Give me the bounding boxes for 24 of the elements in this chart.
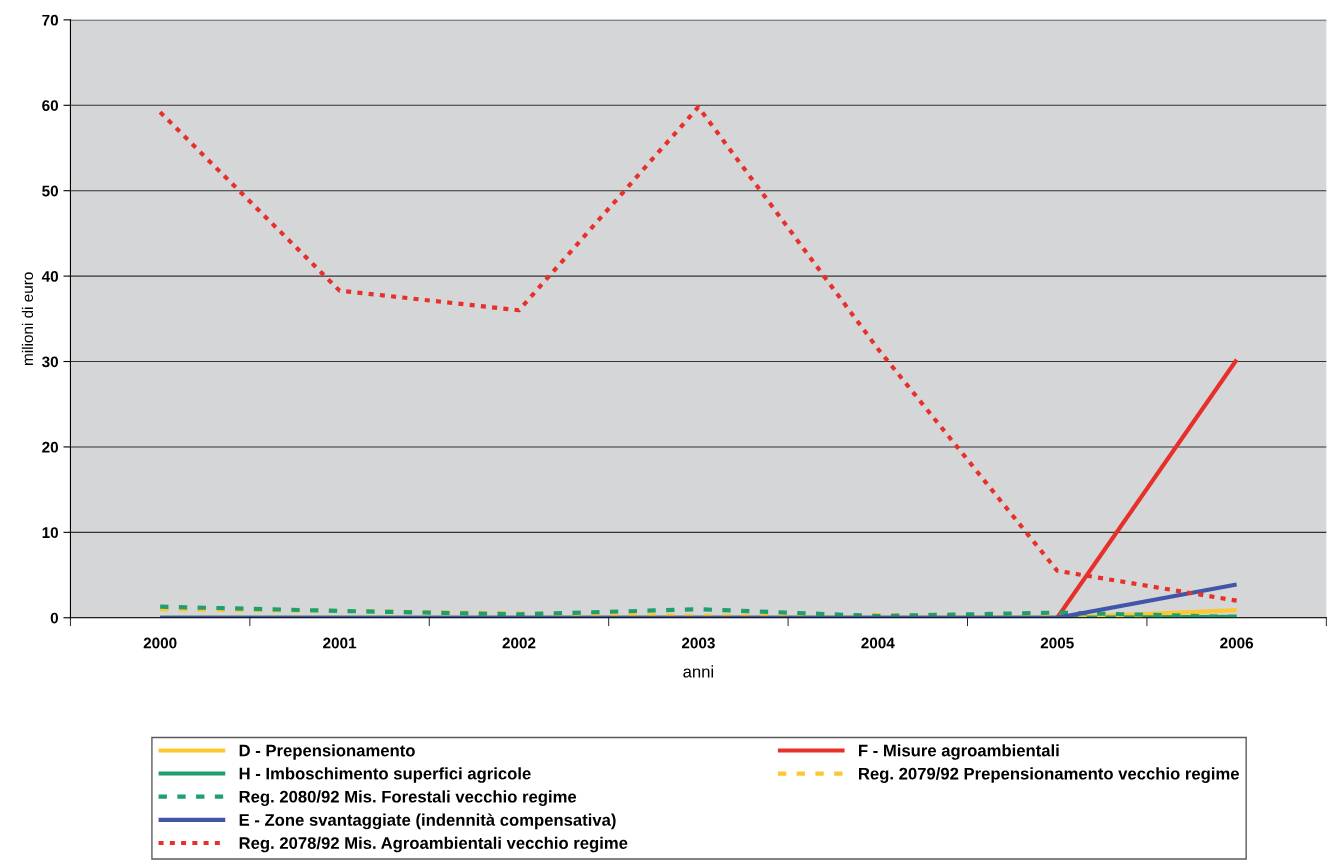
- x-tick-label: 2001: [323, 637, 357, 649]
- y-tick-label: 0: [50, 612, 59, 624]
- y-axis-title: milioni di euro: [21, 272, 34, 365]
- x-tick-label: 2004: [861, 637, 895, 649]
- legend-label: D - Prepensionamento: [239, 744, 415, 760]
- x-tick-label: 2002: [502, 637, 536, 649]
- legend-label: H - Imboschimento superfici agricole: [239, 767, 531, 783]
- x-tick-label: 2005: [1040, 637, 1074, 649]
- legend-label: Reg. 2079/92 Prepensionamento vecchio regime: [859, 767, 1239, 783]
- y-tick-label: 50: [42, 185, 59, 197]
- legend-label: Reg. 2080/92 Mis. Forestali vecchio regime: [239, 790, 577, 806]
- legend-label: F - Misure agroambientali: [859, 744, 1059, 760]
- x-tick-label: 2006: [1220, 637, 1254, 649]
- x-tick-label: 2000: [143, 637, 177, 649]
- y-tick-label: 10: [42, 527, 59, 539]
- x-tick-label: 2003: [681, 637, 715, 649]
- y-tick-label: 60: [42, 100, 59, 111]
- legend-label: E - Zone svantaggiate (indennità compensativa): [239, 813, 616, 830]
- y-tick-label: 30: [41, 356, 59, 368]
- legend-label: Reg. 2078/92 Mis. Agroambientali vecchio regime: [239, 836, 628, 853]
- y-tick-label: 40: [41, 270, 59, 282]
- y-tick-label: 20: [42, 441, 59, 453]
- x-axis-title: anni: [683, 665, 714, 678]
- y-tick-label: 70: [42, 14, 59, 26]
